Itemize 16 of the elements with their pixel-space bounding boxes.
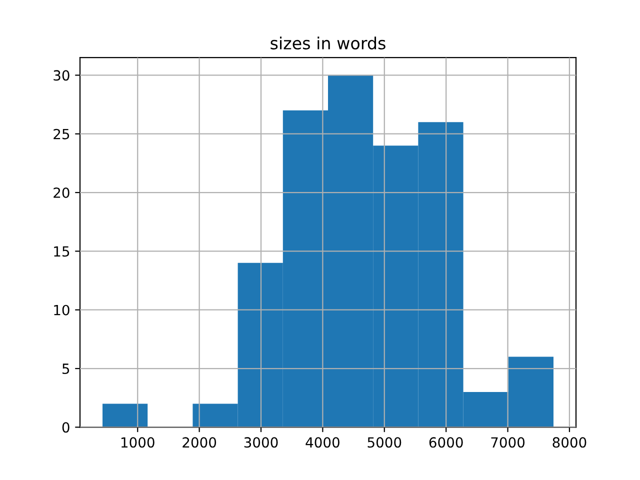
x-tick-label: 6000 (429, 437, 463, 448)
y-tick-label: 30 (54, 70, 70, 81)
x-tick-label: 8000 (552, 437, 586, 448)
y-tick-label: 10 (54, 304, 70, 316)
x-tick-label: 3000 (244, 437, 278, 448)
y-tick-label: 25 (54, 128, 70, 140)
y-tick-label: 20 (54, 188, 70, 198)
x-tick-label: 1000 (121, 437, 154, 448)
x-tick-label: 4000 (306, 437, 340, 448)
x-tick-label: 7000 (491, 437, 525, 448)
chart-title: sizes in words (270, 36, 386, 50)
y-tick-label: 5 (62, 364, 70, 374)
y-tick-label: 15 (54, 246, 70, 257)
x-tick-label: 2000 (182, 437, 216, 448)
y-tick-label: 0 (62, 422, 70, 433)
x-tick-label: 5000 (368, 437, 402, 448)
